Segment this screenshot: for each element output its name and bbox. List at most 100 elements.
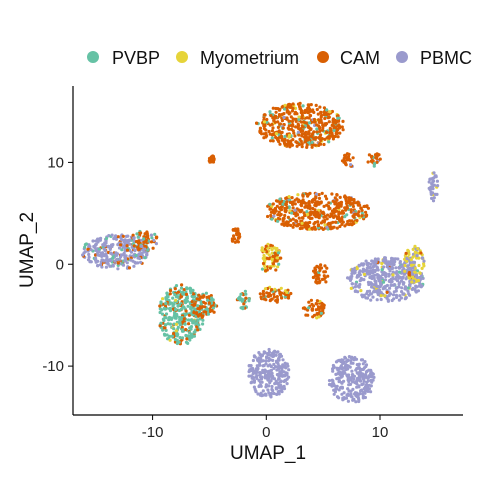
point-pbmc (327, 379, 332, 383)
point-pvbp (163, 315, 167, 319)
point-pbmc (369, 298, 373, 302)
point-pbmc (345, 393, 349, 397)
legend-label-myometrium: Myometrium (200, 48, 299, 68)
point-cam (315, 200, 319, 204)
point-cam (290, 196, 294, 200)
point-cam (125, 248, 130, 252)
point-cam (202, 294, 206, 298)
point-cam (180, 325, 184, 329)
point-cam (346, 156, 350, 160)
point-cam (323, 194, 328, 198)
point-cam (268, 132, 272, 136)
point-cam (284, 202, 288, 207)
point-cam (366, 160, 370, 164)
point-pvbp (336, 116, 340, 120)
point-cam (313, 271, 317, 275)
point-pbmc (99, 252, 104, 256)
point-pbmc (403, 287, 407, 291)
point-cam (325, 130, 329, 134)
point-pvbp (343, 215, 347, 219)
point-cam (270, 297, 274, 301)
point-pbmc (114, 237, 118, 241)
point-cam (303, 110, 307, 115)
point-pbmc (93, 244, 97, 248)
point-cam (331, 199, 335, 203)
point-cam (335, 226, 339, 230)
point-pbmc (404, 296, 408, 300)
point-pbmc (247, 370, 251, 374)
point-cam (197, 293, 201, 297)
point-pbmc (338, 386, 343, 390)
point-pvbp (199, 302, 203, 306)
point-cam (333, 196, 337, 200)
point-pbmc (247, 374, 251, 378)
point-pbmc (260, 380, 264, 384)
point-pvbp (186, 304, 190, 308)
point-pvbp (120, 248, 124, 252)
point-myometrium (293, 106, 298, 110)
y-axis-title: UMAP_2 (17, 212, 38, 288)
point-pbmc (282, 387, 287, 391)
legend-swatch-pbmc (396, 51, 408, 63)
point-pbmc (363, 360, 367, 364)
point-pvbp (278, 197, 282, 201)
point-cam (264, 269, 268, 273)
point-pbmc (98, 238, 102, 242)
point-pbmc (398, 275, 402, 279)
point-pbmc (350, 395, 354, 399)
point-pbmc (363, 385, 368, 389)
point-cam (325, 112, 329, 116)
point-cam (296, 224, 300, 228)
point-cam (232, 234, 236, 238)
point-pbmc (154, 242, 158, 246)
point-cam (333, 134, 337, 138)
point-pbmc (366, 280, 371, 284)
point-cam (311, 211, 316, 215)
point-myometrium (175, 322, 179, 326)
point-cam (121, 234, 125, 238)
point-cam (291, 123, 295, 127)
point-cam (300, 208, 304, 212)
point-pbmc (432, 171, 436, 175)
point-pbmc (102, 259, 106, 263)
point-pbmc (279, 380, 283, 384)
point-myometrium (413, 266, 417, 270)
point-cam (269, 139, 273, 143)
point-pbmc (361, 392, 365, 396)
point-cam (303, 213, 307, 218)
point-cam (328, 127, 333, 131)
point-cam (172, 331, 176, 336)
point-pbmc (131, 254, 135, 258)
point-pbmc (357, 362, 361, 366)
point-pbmc (360, 293, 364, 297)
point-pbmc (399, 296, 403, 300)
point-cam (309, 298, 313, 302)
point-pbmc (430, 187, 434, 191)
point-cam (199, 306, 203, 310)
point-pvbp (164, 312, 169, 316)
point-pbmc (140, 244, 144, 248)
point-pbmc (387, 272, 391, 276)
point-cam (321, 308, 325, 312)
point-pbmc (379, 291, 383, 295)
point-cam (320, 303, 324, 307)
point-pbmc (112, 237, 116, 241)
point-pbmc (331, 379, 335, 383)
point-myometrium (279, 286, 283, 290)
point-cam (258, 130, 262, 135)
point-pvbp (186, 341, 190, 345)
point-pbmc (253, 387, 257, 392)
point-cam (323, 116, 327, 121)
point-cam (338, 195, 342, 199)
point-pbmc (272, 362, 276, 366)
point-pbmc (358, 269, 362, 273)
point-cam (158, 324, 162, 328)
point-pvbp (260, 267, 265, 271)
point-pbmc (391, 293, 396, 297)
point-cam (332, 215, 336, 219)
point-cam (351, 156, 355, 160)
point-pbmc (369, 262, 373, 266)
point-cam (347, 196, 351, 200)
point-pvbp (104, 236, 109, 241)
point-pbmc (115, 258, 119, 262)
